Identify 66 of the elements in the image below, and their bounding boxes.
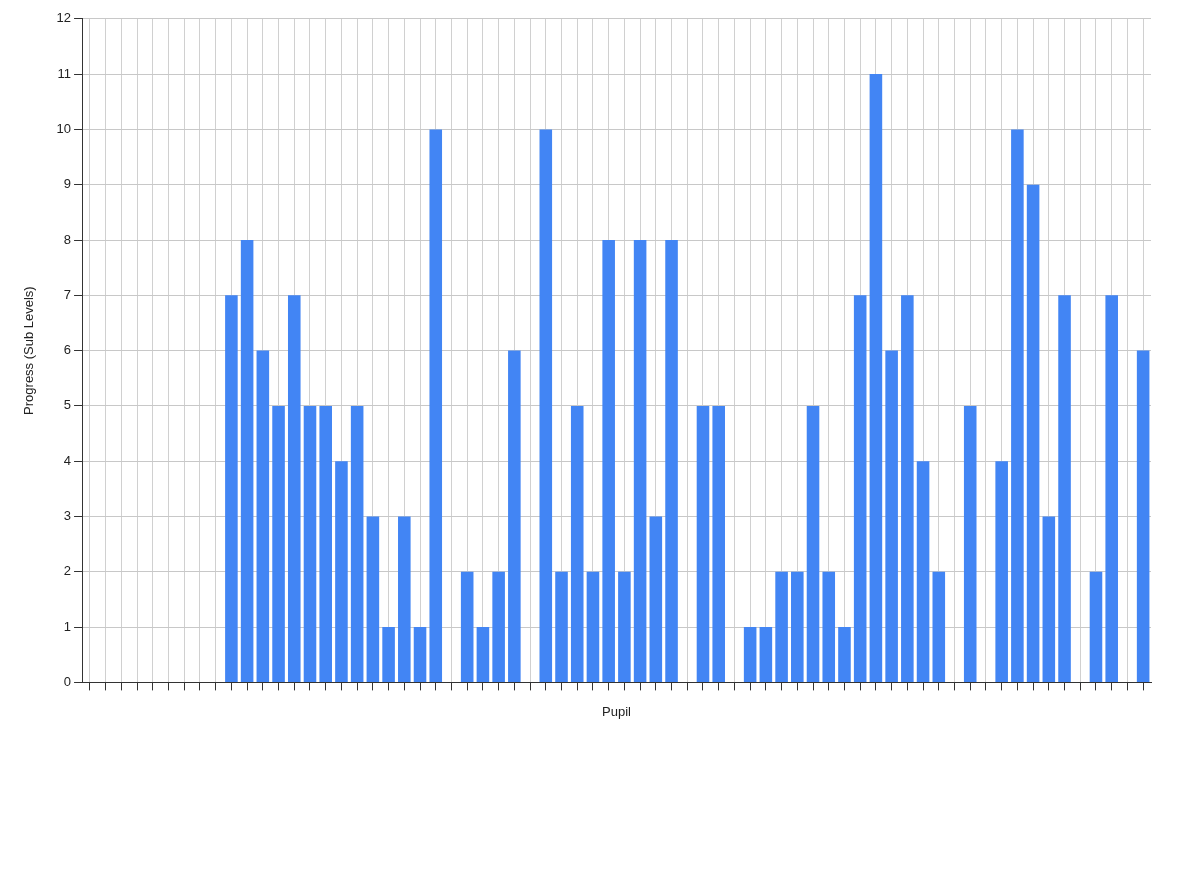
bar: [1058, 295, 1071, 682]
y-tick-label: 12: [56, 10, 72, 26]
y-tick-label: 5: [63, 397, 72, 413]
y-tick-label: 8: [63, 231, 72, 247]
bar: [869, 74, 883, 682]
bar: [901, 295, 914, 682]
bar: [649, 516, 663, 682]
bar: [712, 405, 725, 682]
bar: [586, 571, 600, 682]
bar: [366, 516, 380, 682]
bar: [272, 405, 285, 682]
bar: [335, 461, 348, 682]
bar: [1042, 516, 1056, 682]
bar: [398, 516, 411, 682]
bar: [1105, 295, 1118, 682]
bar: [633, 240, 647, 682]
bar: [413, 627, 427, 682]
bar: [319, 405, 332, 682]
y-axis-title: Progress (Sub Levels): [21, 286, 37, 415]
bar: [696, 405, 710, 682]
bar: [602, 240, 615, 682]
bar: [932, 571, 946, 682]
bar: [256, 350, 270, 682]
x-axis-title: Pupil: [602, 703, 632, 719]
bar: [476, 627, 490, 682]
bar: [806, 405, 820, 682]
bar: [775, 571, 788, 682]
bar: [287, 295, 301, 682]
bar: [1089, 571, 1103, 682]
bar: [885, 350, 898, 682]
bar: [240, 240, 254, 682]
bar: [743, 627, 757, 682]
bar: [1026, 184, 1040, 682]
bar: [618, 571, 631, 682]
bar: [822, 571, 836, 682]
y-tick-label: 10: [56, 120, 72, 136]
bar: [460, 571, 474, 682]
bar: [555, 571, 568, 682]
bar: [791, 571, 804, 682]
y-tick-label: 9: [63, 176, 72, 192]
y-tick-label: 0: [63, 673, 72, 689]
bar: [350, 405, 364, 682]
bar: [508, 350, 521, 682]
bar: [225, 295, 238, 682]
bar: [665, 240, 678, 682]
y-tick-label: 6: [63, 342, 72, 358]
y-tick-label: 11: [57, 65, 72, 81]
bar: [853, 295, 867, 682]
bar: [303, 405, 317, 682]
bar: [539, 129, 553, 682]
bar: [570, 405, 584, 682]
bar: [759, 627, 773, 682]
bar: [963, 405, 977, 682]
bar: [838, 627, 851, 682]
bar: [1136, 350, 1150, 682]
bar: [916, 461, 930, 682]
bar: [492, 571, 505, 682]
y-tick-label: 3: [63, 508, 72, 524]
y-tick-label: 2: [63, 563, 72, 579]
bar: [382, 627, 395, 682]
bar: [995, 461, 1008, 682]
bar: [429, 129, 443, 682]
y-tick-label: 4: [63, 452, 72, 468]
bar: [1011, 129, 1024, 682]
y-tick-label: 1: [63, 618, 72, 634]
y-tick-label: 7: [63, 286, 72, 302]
